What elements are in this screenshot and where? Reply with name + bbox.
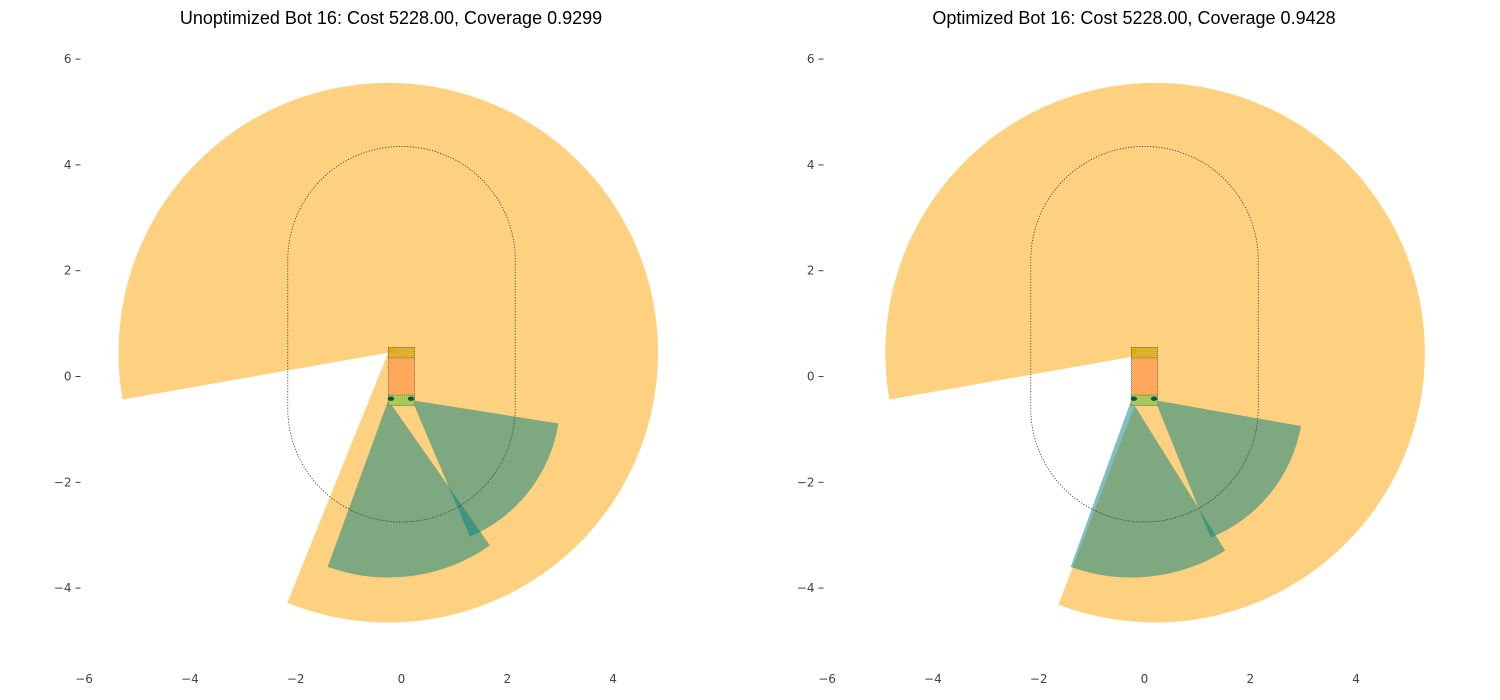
bot-rear-band: [387, 394, 416, 406]
lidar-left-fov-wedge: [327, 400, 490, 578]
x-tick-label: 4: [609, 672, 617, 686]
y-tick-label: −2: [797, 475, 815, 489]
y-tick-label: 4: [807, 158, 815, 172]
x-tick-label: 0: [1141, 672, 1149, 686]
x-tick-label: −2: [287, 672, 305, 686]
y-tick-label: −4: [54, 581, 72, 595]
lidar-sensor-marker: [387, 396, 395, 401]
coverage-path: [1030, 145, 1259, 523]
camera-sensor-marker: [388, 348, 394, 354]
y-tick-label: 0: [807, 370, 815, 384]
x-tick-label: −2: [1030, 672, 1048, 686]
lidar-sensor-marker: [407, 396, 415, 401]
coverage-path: [287, 145, 516, 523]
x-tick-label: 2: [1246, 672, 1254, 686]
y-tick-label: 4: [64, 158, 72, 172]
y-tick-label: 6: [807, 52, 815, 66]
chart-title: Unoptimized Bot 16: Cost 5228.00, Covera…: [180, 8, 602, 28]
bot-front-band: [387, 347, 416, 359]
x-tick-label: −6: [75, 672, 93, 686]
x-tick-label: −4: [924, 672, 942, 686]
x-tick-label: −4: [181, 672, 199, 686]
panel-optimized: Optimized Bot 16: Cost 5228.00, Coverage…: [797, 8, 1425, 686]
x-tick-label: −6: [818, 672, 836, 686]
plot-area: −6 −4 −2 0 2 4 −4 −2 0 2 4 6: [797, 52, 1425, 686]
lidar-right-fov-wedge: [412, 400, 559, 537]
x-tick-label: 0: [398, 672, 406, 686]
lidar-left-fov-wedge: [1070, 400, 1226, 578]
y-tick-label: 2: [64, 264, 72, 278]
y-tick-label: −4: [797, 581, 815, 595]
chart-title: Optimized Bot 16: Cost 5228.00, Coverage…: [932, 8, 1335, 28]
panel-unoptimized: Unoptimized Bot 16: Cost 5228.00, Covera…: [54, 8, 659, 686]
y-tick-label: 0: [64, 370, 72, 384]
bot-rear-band: [1130, 394, 1159, 406]
y-tick-label: 2: [807, 264, 815, 278]
lidar-sensor-marker: [1150, 396, 1158, 401]
camera-sensor-marker: [1131, 348, 1137, 354]
plot-area: −6 −4 −2 0 2 4 −4 −2 0 2 4 6: [54, 52, 659, 686]
lidar-sensor-marker: [1130, 396, 1138, 401]
x-tick-label: 4: [1352, 672, 1360, 686]
y-tick-label: −2: [54, 475, 72, 489]
lidar-right-fov-wedge: [1155, 400, 1301, 538]
x-tick-label: 2: [503, 672, 511, 686]
bot-front-band: [1130, 347, 1159, 359]
y-tick-label: 6: [64, 52, 72, 66]
